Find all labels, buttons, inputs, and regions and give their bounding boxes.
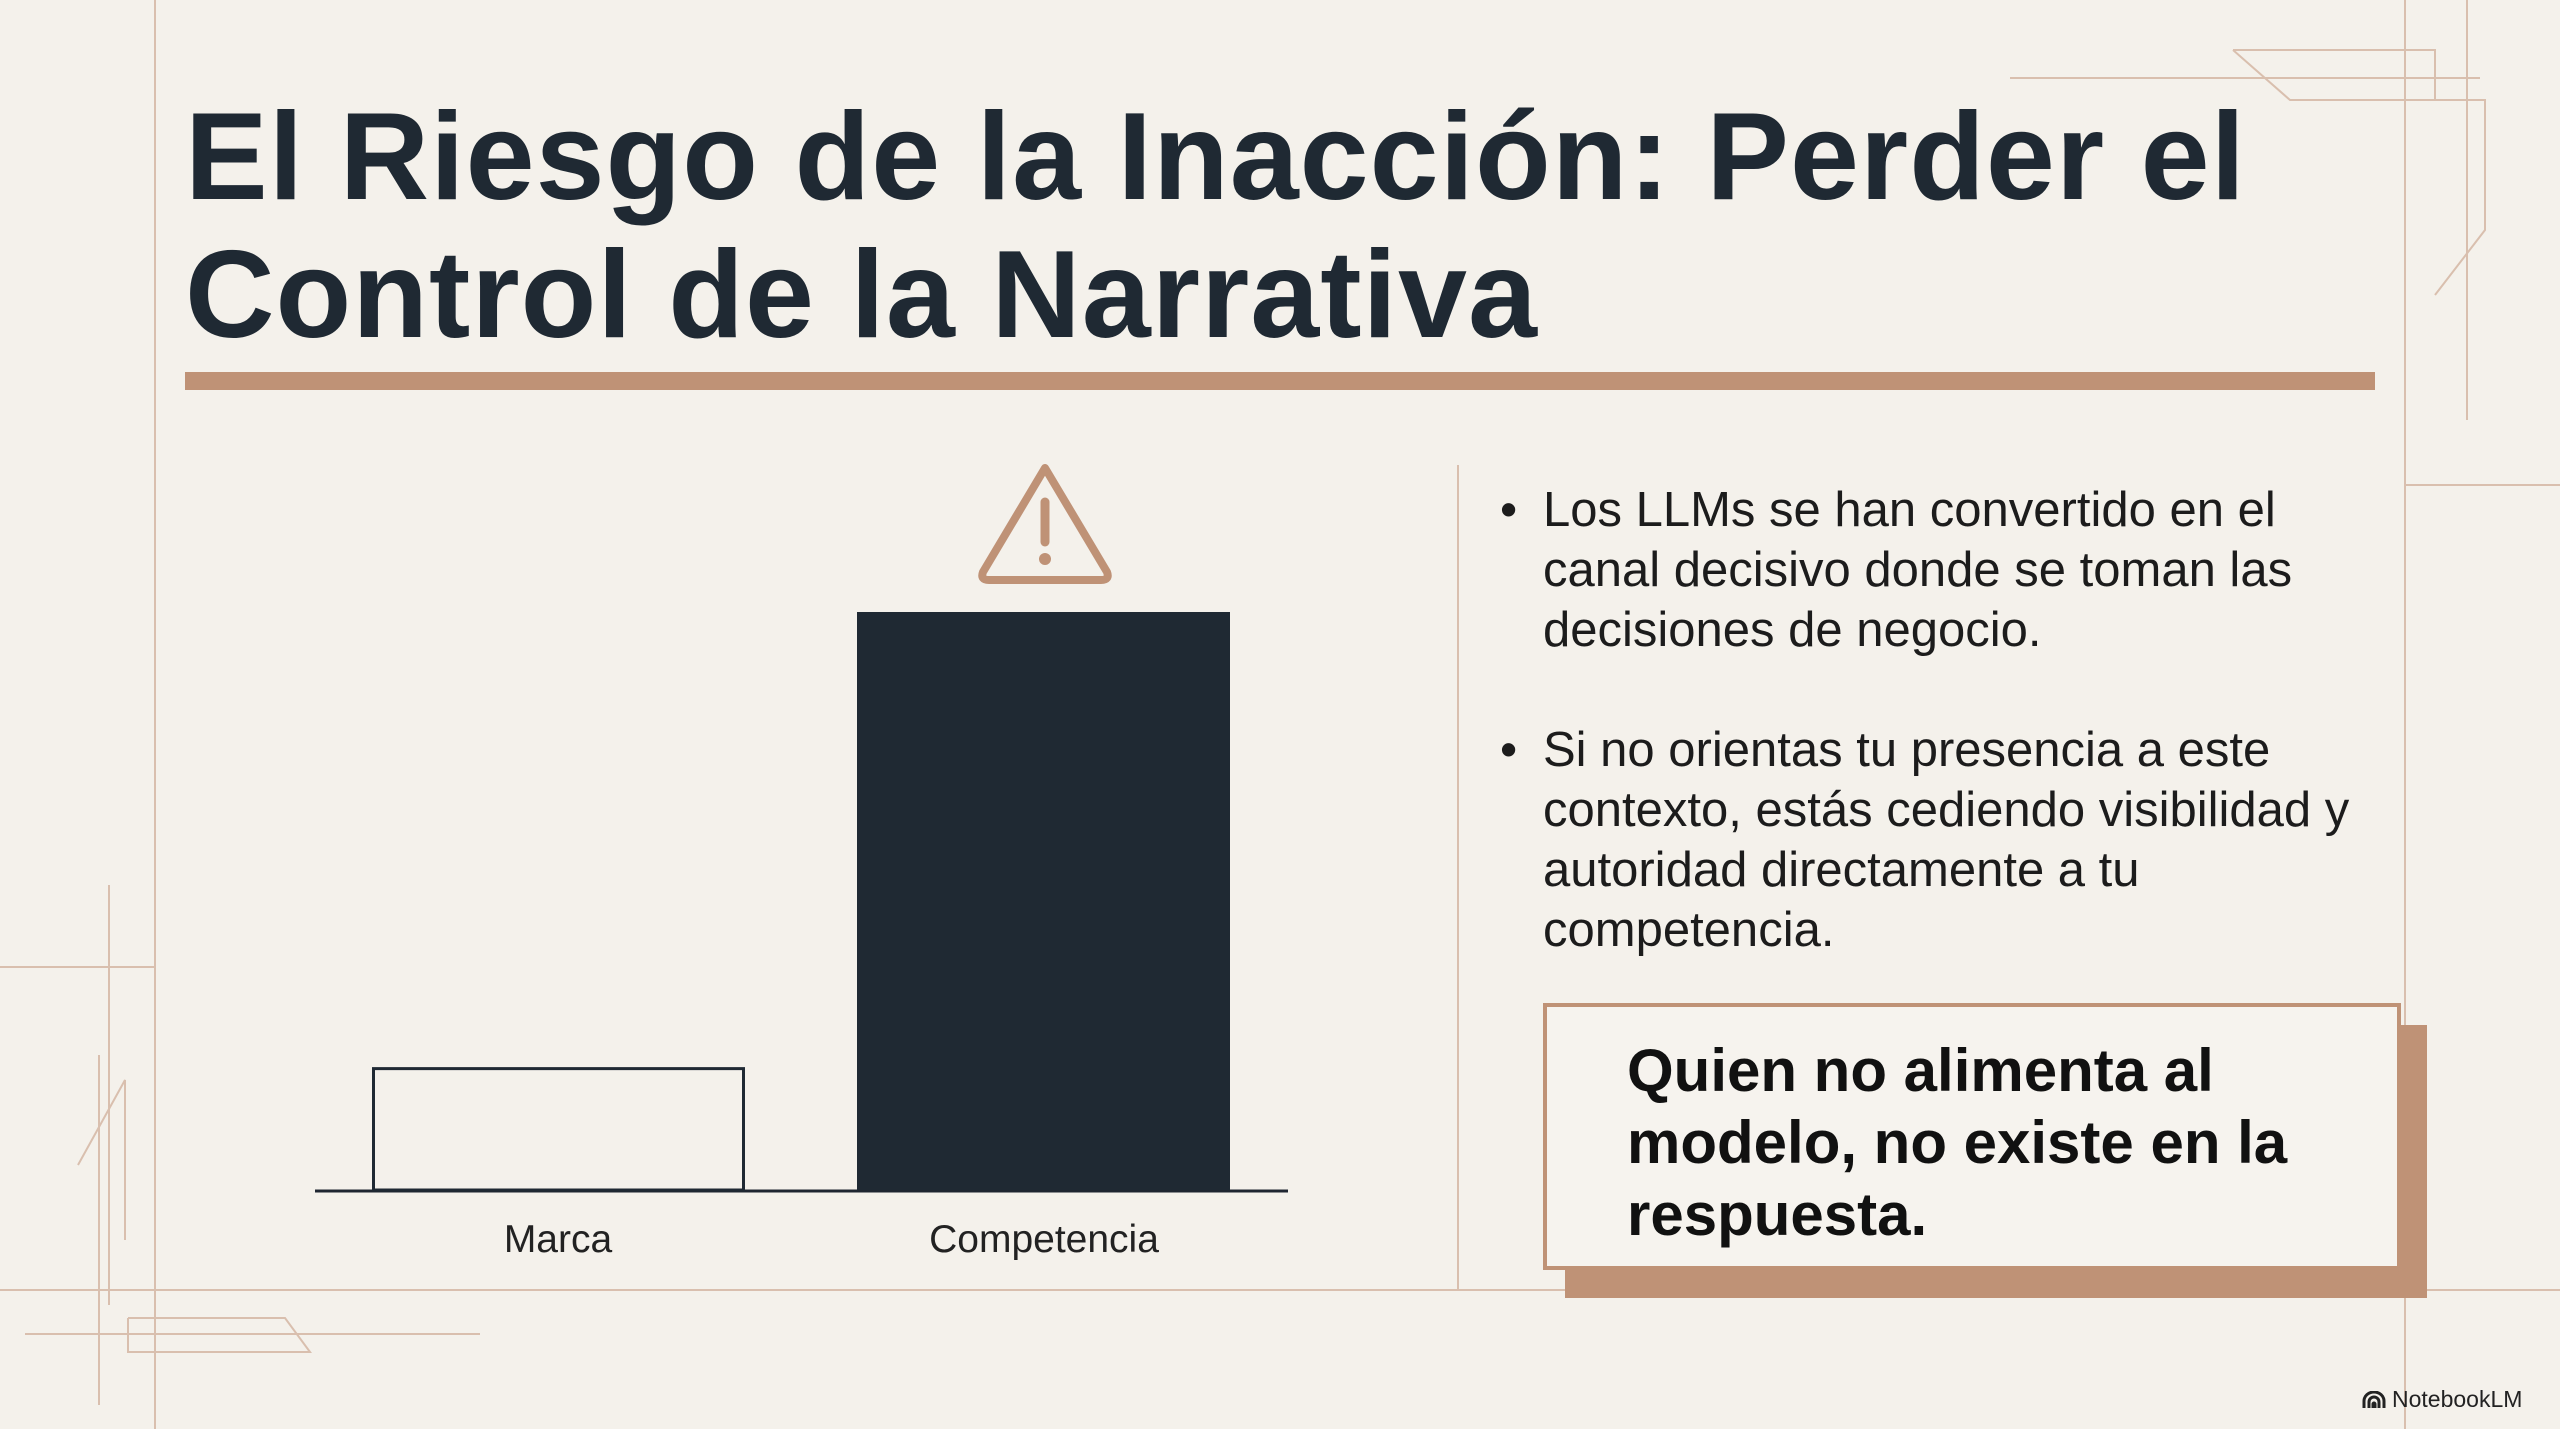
bar-competencia <box>857 612 1230 1190</box>
bullet-item: • Si no orientas tu presencia a este con… <box>1500 720 2400 960</box>
frame-line <box>154 0 156 1429</box>
bullet-text: Si no orientas tu presencia a este conte… <box>1543 723 2350 957</box>
bullet-dot: • <box>1500 483 1518 537</box>
bullet-dot: • <box>1500 723 1518 777</box>
title-underline <box>185 372 2375 390</box>
x-tick-label-competencia: Competencia <box>929 1218 1159 1261</box>
frame-line <box>25 1333 480 1335</box>
brand-watermark: NotebookLM <box>2362 1386 2522 1413</box>
callout-box: Quien no alimenta al modelo, no existe e… <box>1543 1003 2401 1270</box>
page-title: El Riesgo de la Inacción: Perder el Cont… <box>185 88 2247 364</box>
bullet-list: • Los LLMs se han convertido en el canal … <box>1500 480 2400 1020</box>
bar-marca <box>372 1067 745 1192</box>
frame-line <box>98 1055 100 1405</box>
frame-line <box>2466 0 2468 420</box>
frame-line <box>1457 465 1459 1290</box>
frame-line <box>0 1289 2560 1291</box>
frame-line <box>108 885 110 1305</box>
notebooklm-logo-icon <box>2362 1390 2386 1408</box>
bullet-text: Los LLMs se han convertido en el canal d… <box>1543 483 2293 657</box>
frame-line <box>2404 0 2406 1429</box>
frame-line <box>0 966 155 968</box>
warning-triangle-icon <box>978 464 1112 584</box>
callout-text: Quien no alimenta al modelo, no existe e… <box>1627 1037 2288 1248</box>
frame-line <box>2405 484 2560 486</box>
brand-label: NotebookLM <box>2392 1386 2523 1412</box>
bullet-item: • Los LLMs se han convertido en el canal … <box>1500 480 2400 660</box>
bar-chart <box>315 464 1288 1193</box>
x-tick-label-marca: Marca <box>503 1218 613 1261</box>
frame-line <box>2010 77 2480 79</box>
